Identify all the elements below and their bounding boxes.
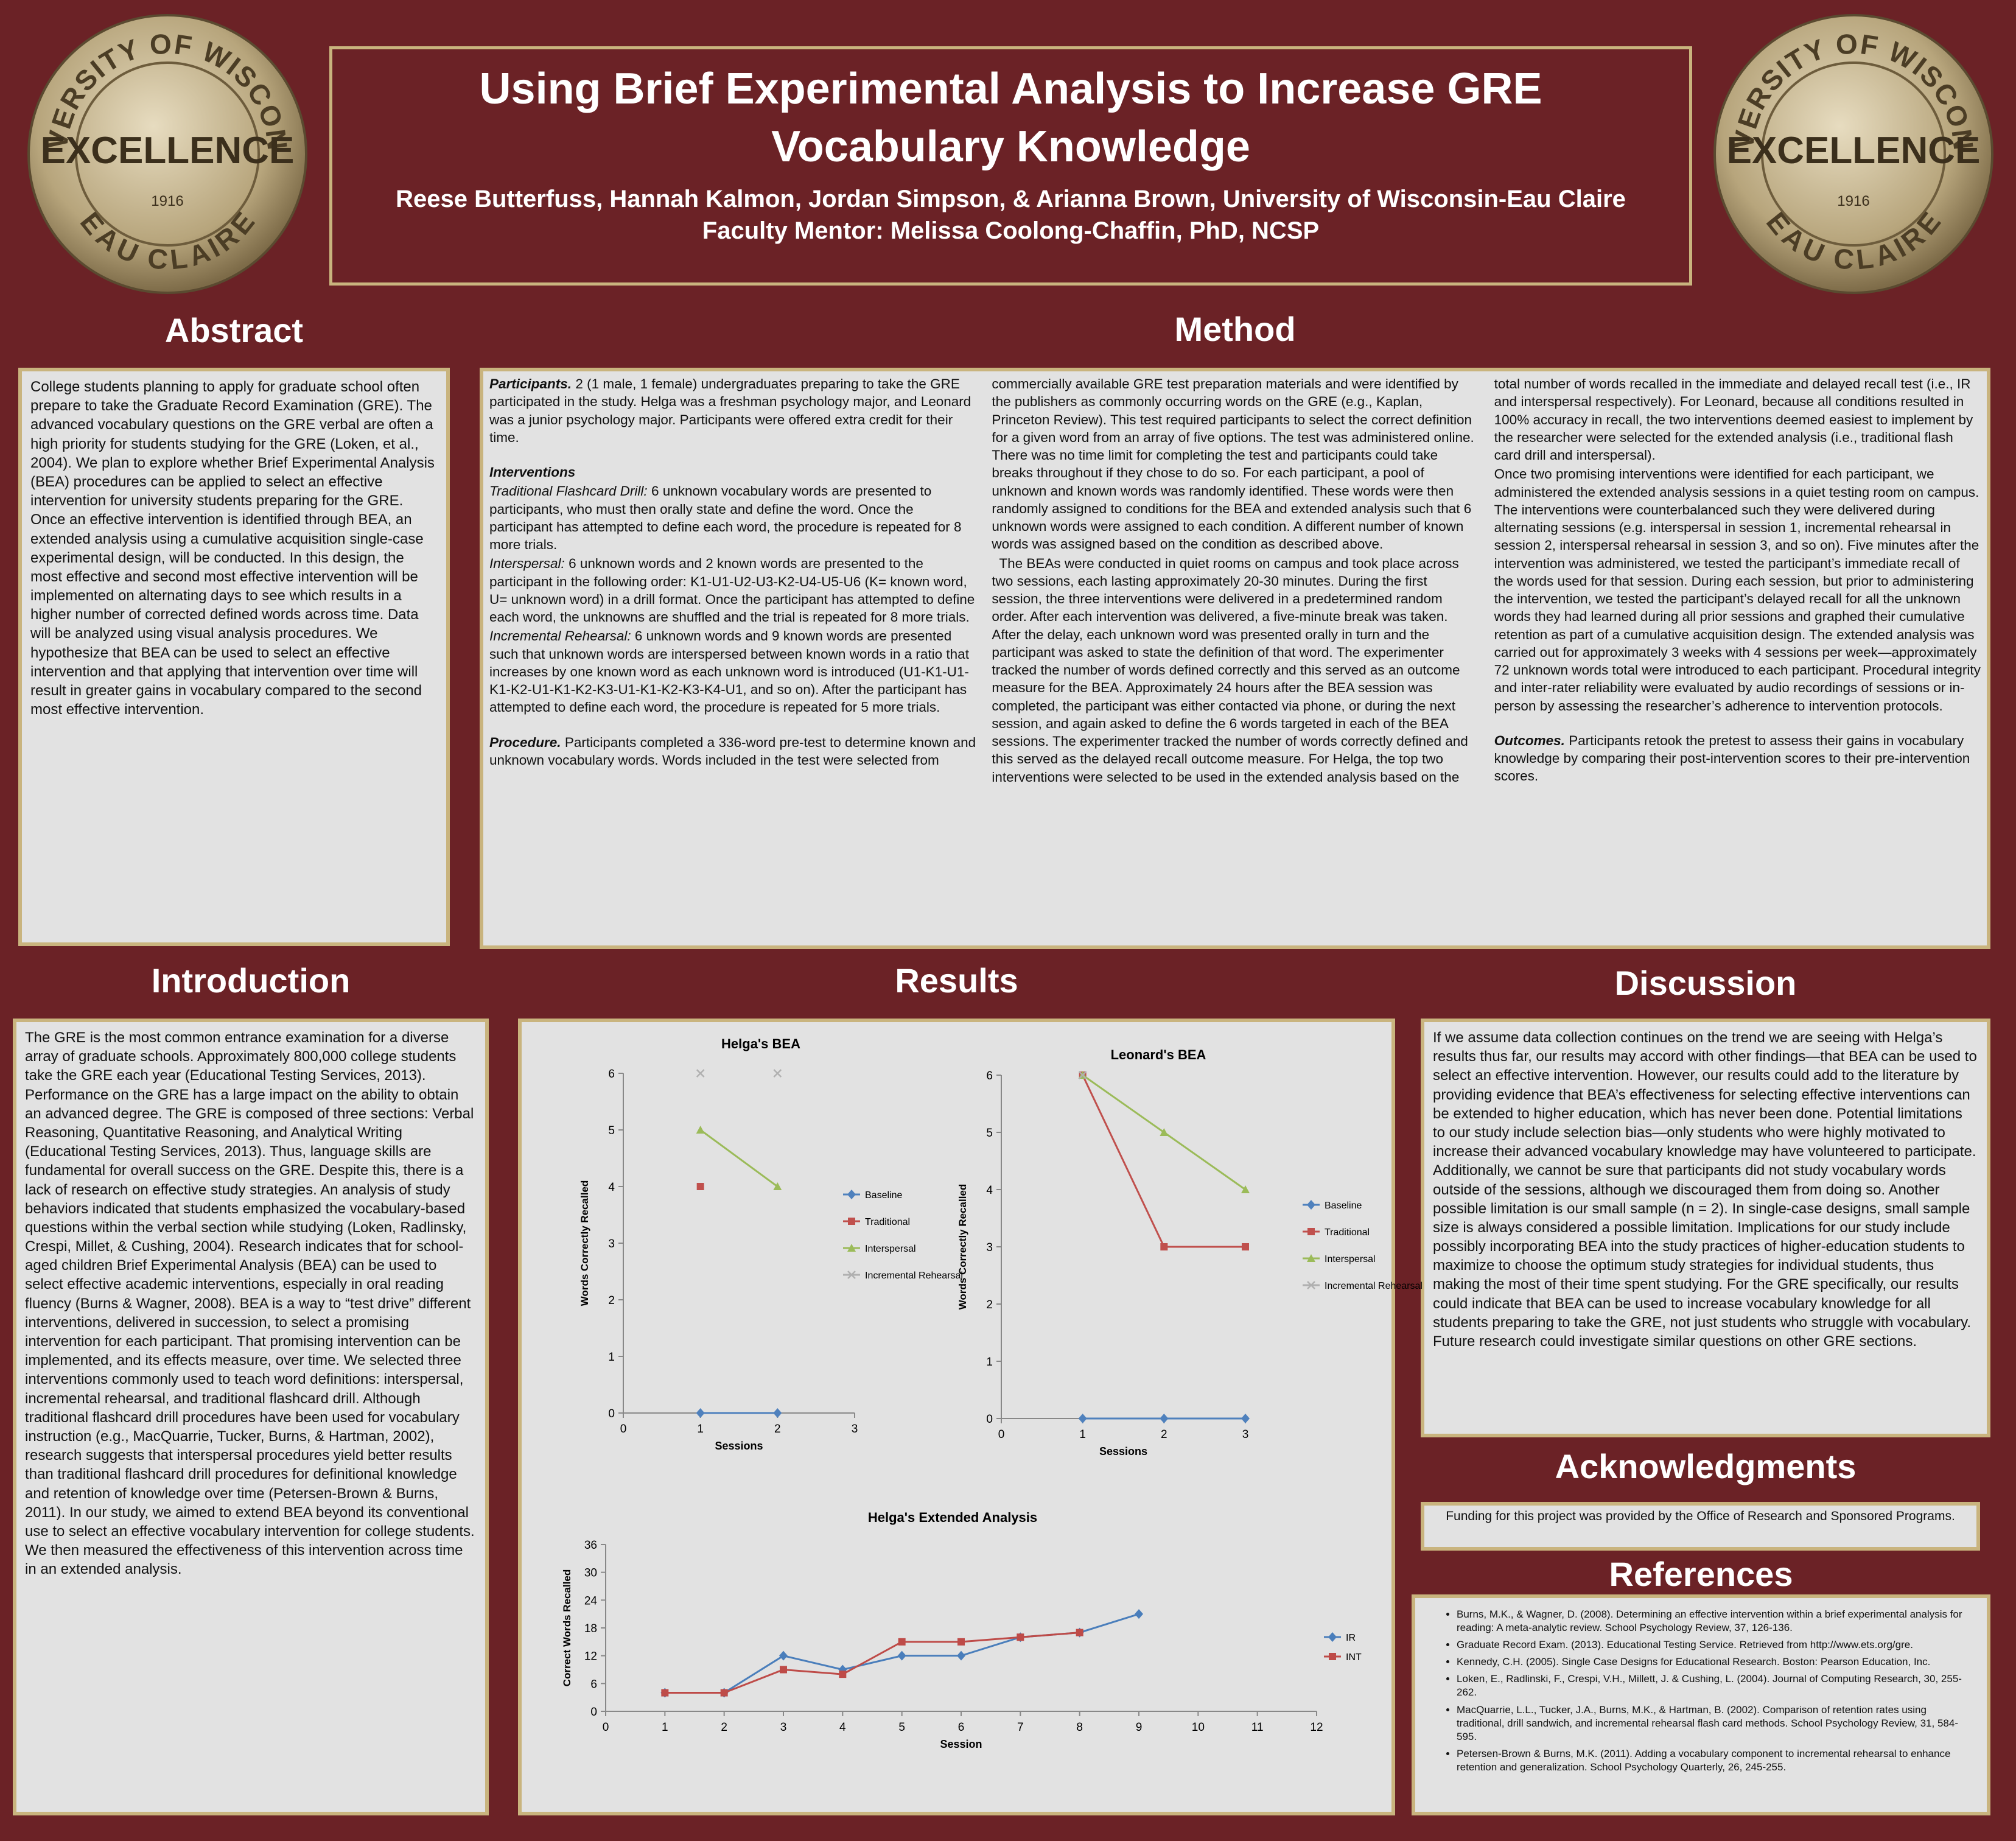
method-lead: Incremental Rehearsal:	[489, 628, 631, 644]
logo: UNIVERSITY OF WISCONSIN EXCELLENCE 1916 …	[1710, 11, 1993, 294]
reference: Loken, E., Radlinski, F., Crespi, V.H., …	[1457, 1672, 1973, 1699]
method-lead: Participants.	[489, 376, 572, 391]
logo-year: 1916	[151, 193, 183, 209]
acknowledgments-box: Funding for this project was provided by…	[1421, 1502, 1980, 1551]
discussion-text: If we assume data collection continues o…	[1433, 1029, 1977, 1350]
acknowledgments-text: Funding for this project was provided by…	[1446, 1509, 1955, 1523]
method-text: Once two promising interventions were id…	[1494, 466, 1981, 714]
method-lead: Interspersal:	[489, 556, 565, 572]
title-box: Using Brief Experimental Analysis to Inc…	[329, 46, 1692, 286]
method-lead: Interventions	[489, 465, 576, 480]
poster-title: Using Brief Experimental Analysis to Inc…	[479, 65, 1542, 172]
abstract-box: College students planning to apply for g…	[18, 368, 450, 946]
method-text: Participants completed a 336-word pre-te…	[489, 376, 1474, 768]
logo-year: 1916	[1837, 193, 1869, 209]
method-lead: Outcomes.	[1494, 732, 1565, 748]
reference: Kennedy, C.H. (2005). Single Case Design…	[1457, 1655, 1973, 1669]
method-paragraph: Interventions	[489, 463, 976, 481]
method-lead: Procedure.	[489, 734, 561, 750]
section-heading: Acknowledgments	[1555, 1447, 1857, 1485]
results-box	[518, 1019, 1395, 1815]
section-heading: References	[1609, 1555, 1793, 1593]
method-paragraph: Outcomes. Participants retook the pretes…	[1494, 732, 1981, 785]
method-paragraph: Participants. 2 (1 male, 1 female) under…	[489, 375, 976, 446]
reference: Graduate Record Exam. (2013). Educationa…	[1457, 1638, 1973, 1652]
method-text: 6 unknown vocabulary words are presented…	[489, 483, 962, 552]
introduction-box: The GRE is the most common entrance exam…	[13, 1019, 489, 1815]
reference: MacQuarrie, L.L., Tucker, J.A., Burns, M…	[1457, 1703, 1973, 1744]
reference: Petersen-Brown & Burns, M.K. (2011). Add…	[1457, 1747, 1973, 1774]
logo: UNIVERSITY OF WISCONSIN EXCELLENCE 1916 …	[24, 11, 307, 294]
method-paragraph: Traditional Flashcard Drill: 6 unknown v…	[489, 482, 976, 553]
method-box: Participants. 2 (1 male, 1 female) under…	[480, 368, 1990, 949]
section-heading: Introduction	[151, 961, 351, 1000]
reference: Burns, M.K., & Wagner, D. (2008). Determ…	[1457, 1608, 1973, 1635]
section-heading: Abstract	[164, 311, 304, 349]
reference-list: Burns, M.K., & Wagner, D. (2008). Determ…	[1444, 1608, 1973, 1774]
method-text: 6 unknown words and 2 known words are pr…	[489, 556, 975, 625]
method-text: The BEAs were conducted in quiet rooms o…	[992, 376, 1973, 785]
references-box: Burns, M.K., & Wagner, D. (2008). Determ…	[1412, 1594, 1990, 1815]
introduction-text: The GRE is the most common entrance exam…	[25, 1029, 475, 1578]
logo-center: EXCELLENCE	[1727, 130, 1981, 172]
method-paragraph: Incremental Rehearsal: 6 unknown words a…	[489, 627, 976, 716]
method-text: 2 (1 male, 1 female) undergraduates prep…	[489, 376, 971, 445]
method-paragraph: The BEAs were conducted in quiet rooms o…	[992, 375, 1981, 786]
section-heading: Discussion	[1614, 964, 1797, 1002]
method-text: Participants retook the pretest to asses…	[1494, 732, 1970, 784]
method-text: 6 unknown words and 9 known words are pr…	[489, 628, 969, 715]
method-paragraph: Interspersal: 6 unknown words and 2 know…	[489, 555, 976, 626]
method-paragraph: Procedure. Participants completed a 336-…	[489, 375, 1479, 786]
mentor: Faculty Mentor: Melissa Coolong-Chaffin,…	[702, 217, 1320, 245]
authors: Reese Butterfuss, Hannah Kalmon, Jordan …	[396, 186, 1626, 213]
logo-center: EXCELLENCE	[41, 130, 295, 172]
method-lead: Traditional Flashcard Drill:	[489, 483, 648, 499]
method-paragraph: Once two promising interventions were id…	[1494, 465, 1981, 715]
section-heading: Method	[1174, 310, 1296, 348]
section-heading: Results	[895, 961, 1018, 1000]
abstract-text: College students planning to apply for g…	[30, 379, 435, 718]
discussion-box: If we assume data collection continues o…	[1421, 1019, 1990, 1437]
